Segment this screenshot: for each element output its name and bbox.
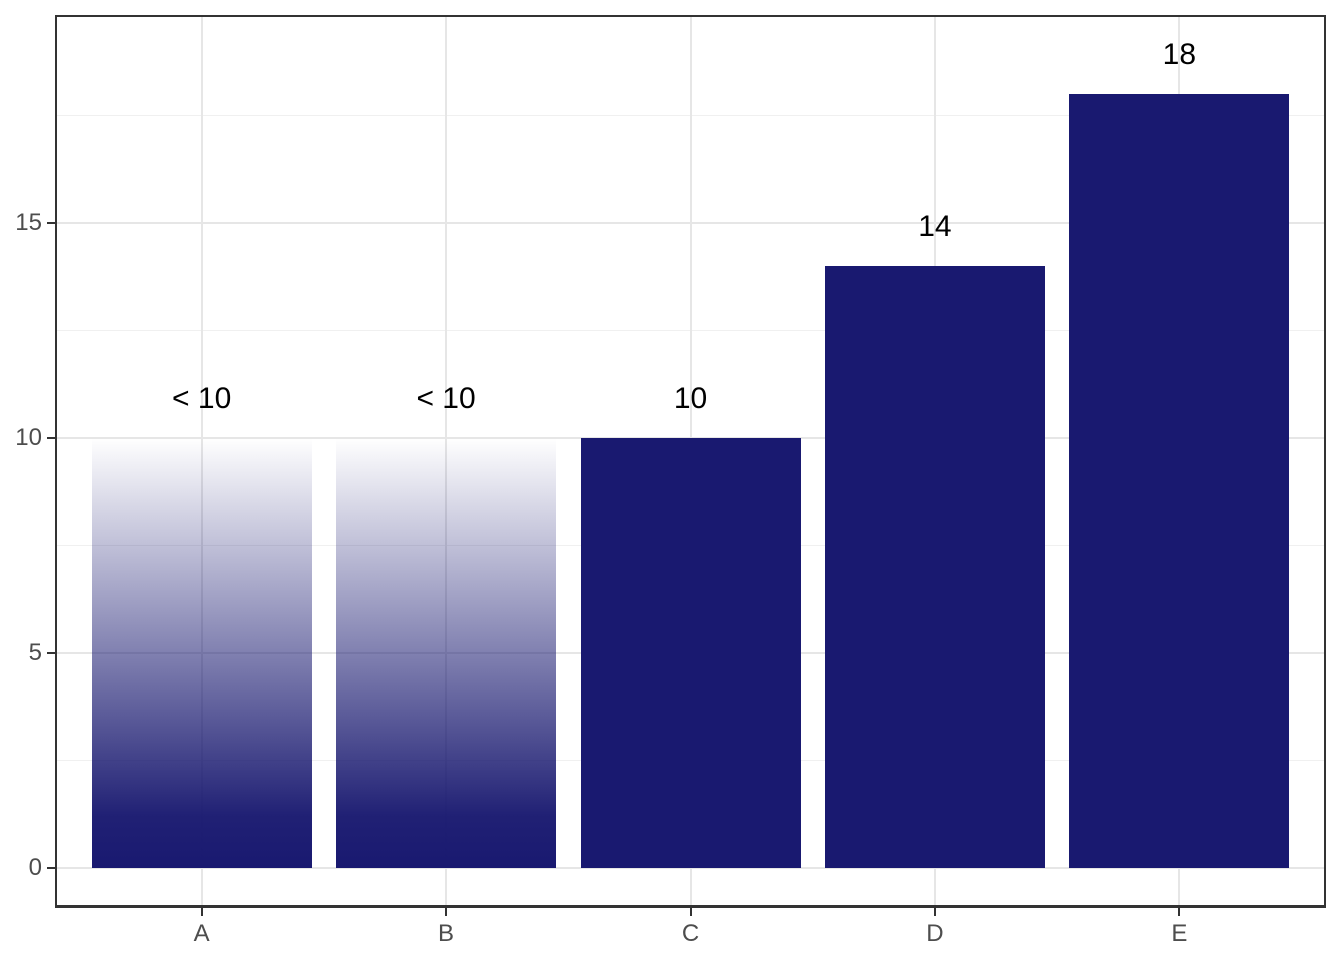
y-axis-tick bbox=[47, 222, 55, 224]
y-axis-tick-label: 15 bbox=[15, 209, 42, 236]
bar-value-label: 10 bbox=[673, 382, 708, 415]
bar-value-label: 18 bbox=[1162, 38, 1197, 71]
x-axis-tick-label: E bbox=[1171, 920, 1188, 947]
x-axis-tick-label: D bbox=[926, 920, 944, 947]
bar bbox=[336, 438, 557, 868]
y-axis-tick bbox=[47, 867, 55, 869]
x-axis-tick bbox=[1178, 908, 1181, 916]
bar bbox=[91, 438, 312, 868]
bar-value-label: 14 bbox=[918, 210, 952, 243]
x-axis-tick bbox=[933, 908, 936, 916]
bar-value-label: < 10 bbox=[416, 382, 476, 415]
x-axis-tick-label: C bbox=[681, 920, 700, 947]
bar bbox=[824, 266, 1045, 868]
bar bbox=[1069, 94, 1290, 868]
x-axis-tick-label: B bbox=[438, 920, 455, 947]
y-axis-tick bbox=[47, 652, 55, 654]
x-axis-tick bbox=[445, 908, 448, 916]
bar bbox=[580, 438, 801, 868]
bar-value-label: < 10 bbox=[172, 382, 232, 415]
y-axis-tick-label: 5 bbox=[28, 639, 42, 666]
x-axis-tick bbox=[689, 908, 692, 916]
y-axis-tick-label: 0 bbox=[28, 854, 42, 881]
x-axis-tick-label: A bbox=[193, 920, 210, 947]
y-axis-tick-label: 10 bbox=[15, 424, 42, 451]
x-axis-tick bbox=[200, 908, 203, 916]
y-axis-tick bbox=[47, 437, 55, 439]
